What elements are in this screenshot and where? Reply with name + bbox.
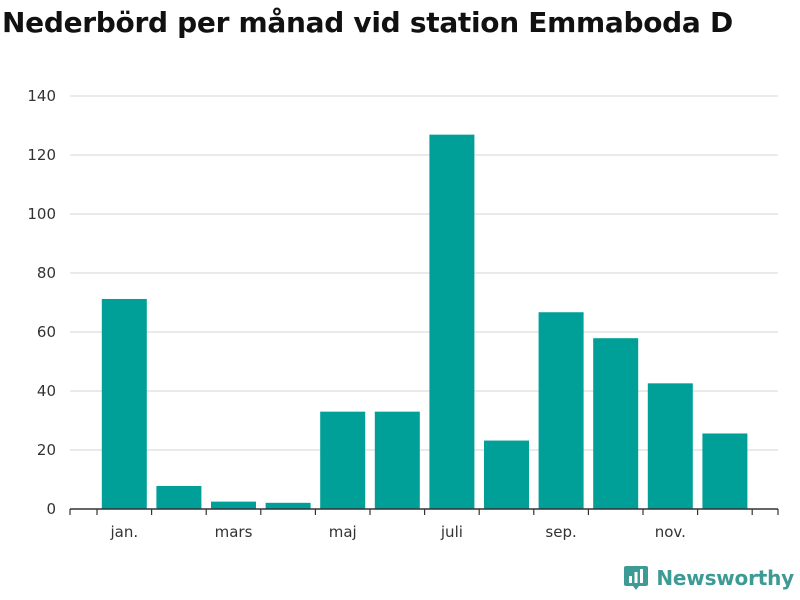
bar-mars (211, 501, 256, 509)
x-tick-label: mars (215, 523, 253, 541)
y-tick-label: 40 (37, 382, 56, 400)
y-tick-label: 0 (46, 500, 56, 518)
x-tick-label: jan. (109, 523, 138, 541)
bar-maj (320, 411, 366, 509)
brand-name: Newsworthy (656, 566, 794, 590)
bars (101, 134, 748, 509)
y-axis: 0 20 40 60 80 100 120 140 (27, 87, 56, 518)
bar-okt (593, 338, 639, 509)
y-tick-label: 80 (37, 264, 56, 282)
bar-juni (374, 411, 420, 509)
newsworthy-logo-icon (624, 566, 649, 590)
bar-juli (429, 134, 475, 509)
brand-logo: Newsworthy (623, 564, 794, 592)
bar-april (265, 502, 311, 509)
gridlines (70, 95, 778, 451)
y-tick-label: 120 (27, 146, 56, 164)
y-tick-label: 20 (37, 441, 56, 459)
x-axis: jan. mars maj juli sep. nov. (69, 508, 779, 541)
bar-feb (156, 485, 202, 509)
y-tick-label: 100 (27, 205, 56, 223)
bar-sep (538, 312, 584, 509)
x-tick-label: juli (440, 523, 463, 541)
bar-nov (647, 383, 693, 509)
bar-aug (484, 440, 529, 509)
x-tick-label: maj (329, 523, 357, 541)
bar-dec (702, 433, 748, 509)
y-tick-label: 140 (27, 87, 56, 105)
x-tick-label: sep. (545, 523, 576, 541)
x-tick-label: nov. (655, 523, 686, 541)
y-tick-label: 60 (37, 323, 56, 341)
chart-title: Nederbörd per månad vid station Emmaboda… (2, 6, 733, 39)
bar-jan (101, 298, 147, 509)
